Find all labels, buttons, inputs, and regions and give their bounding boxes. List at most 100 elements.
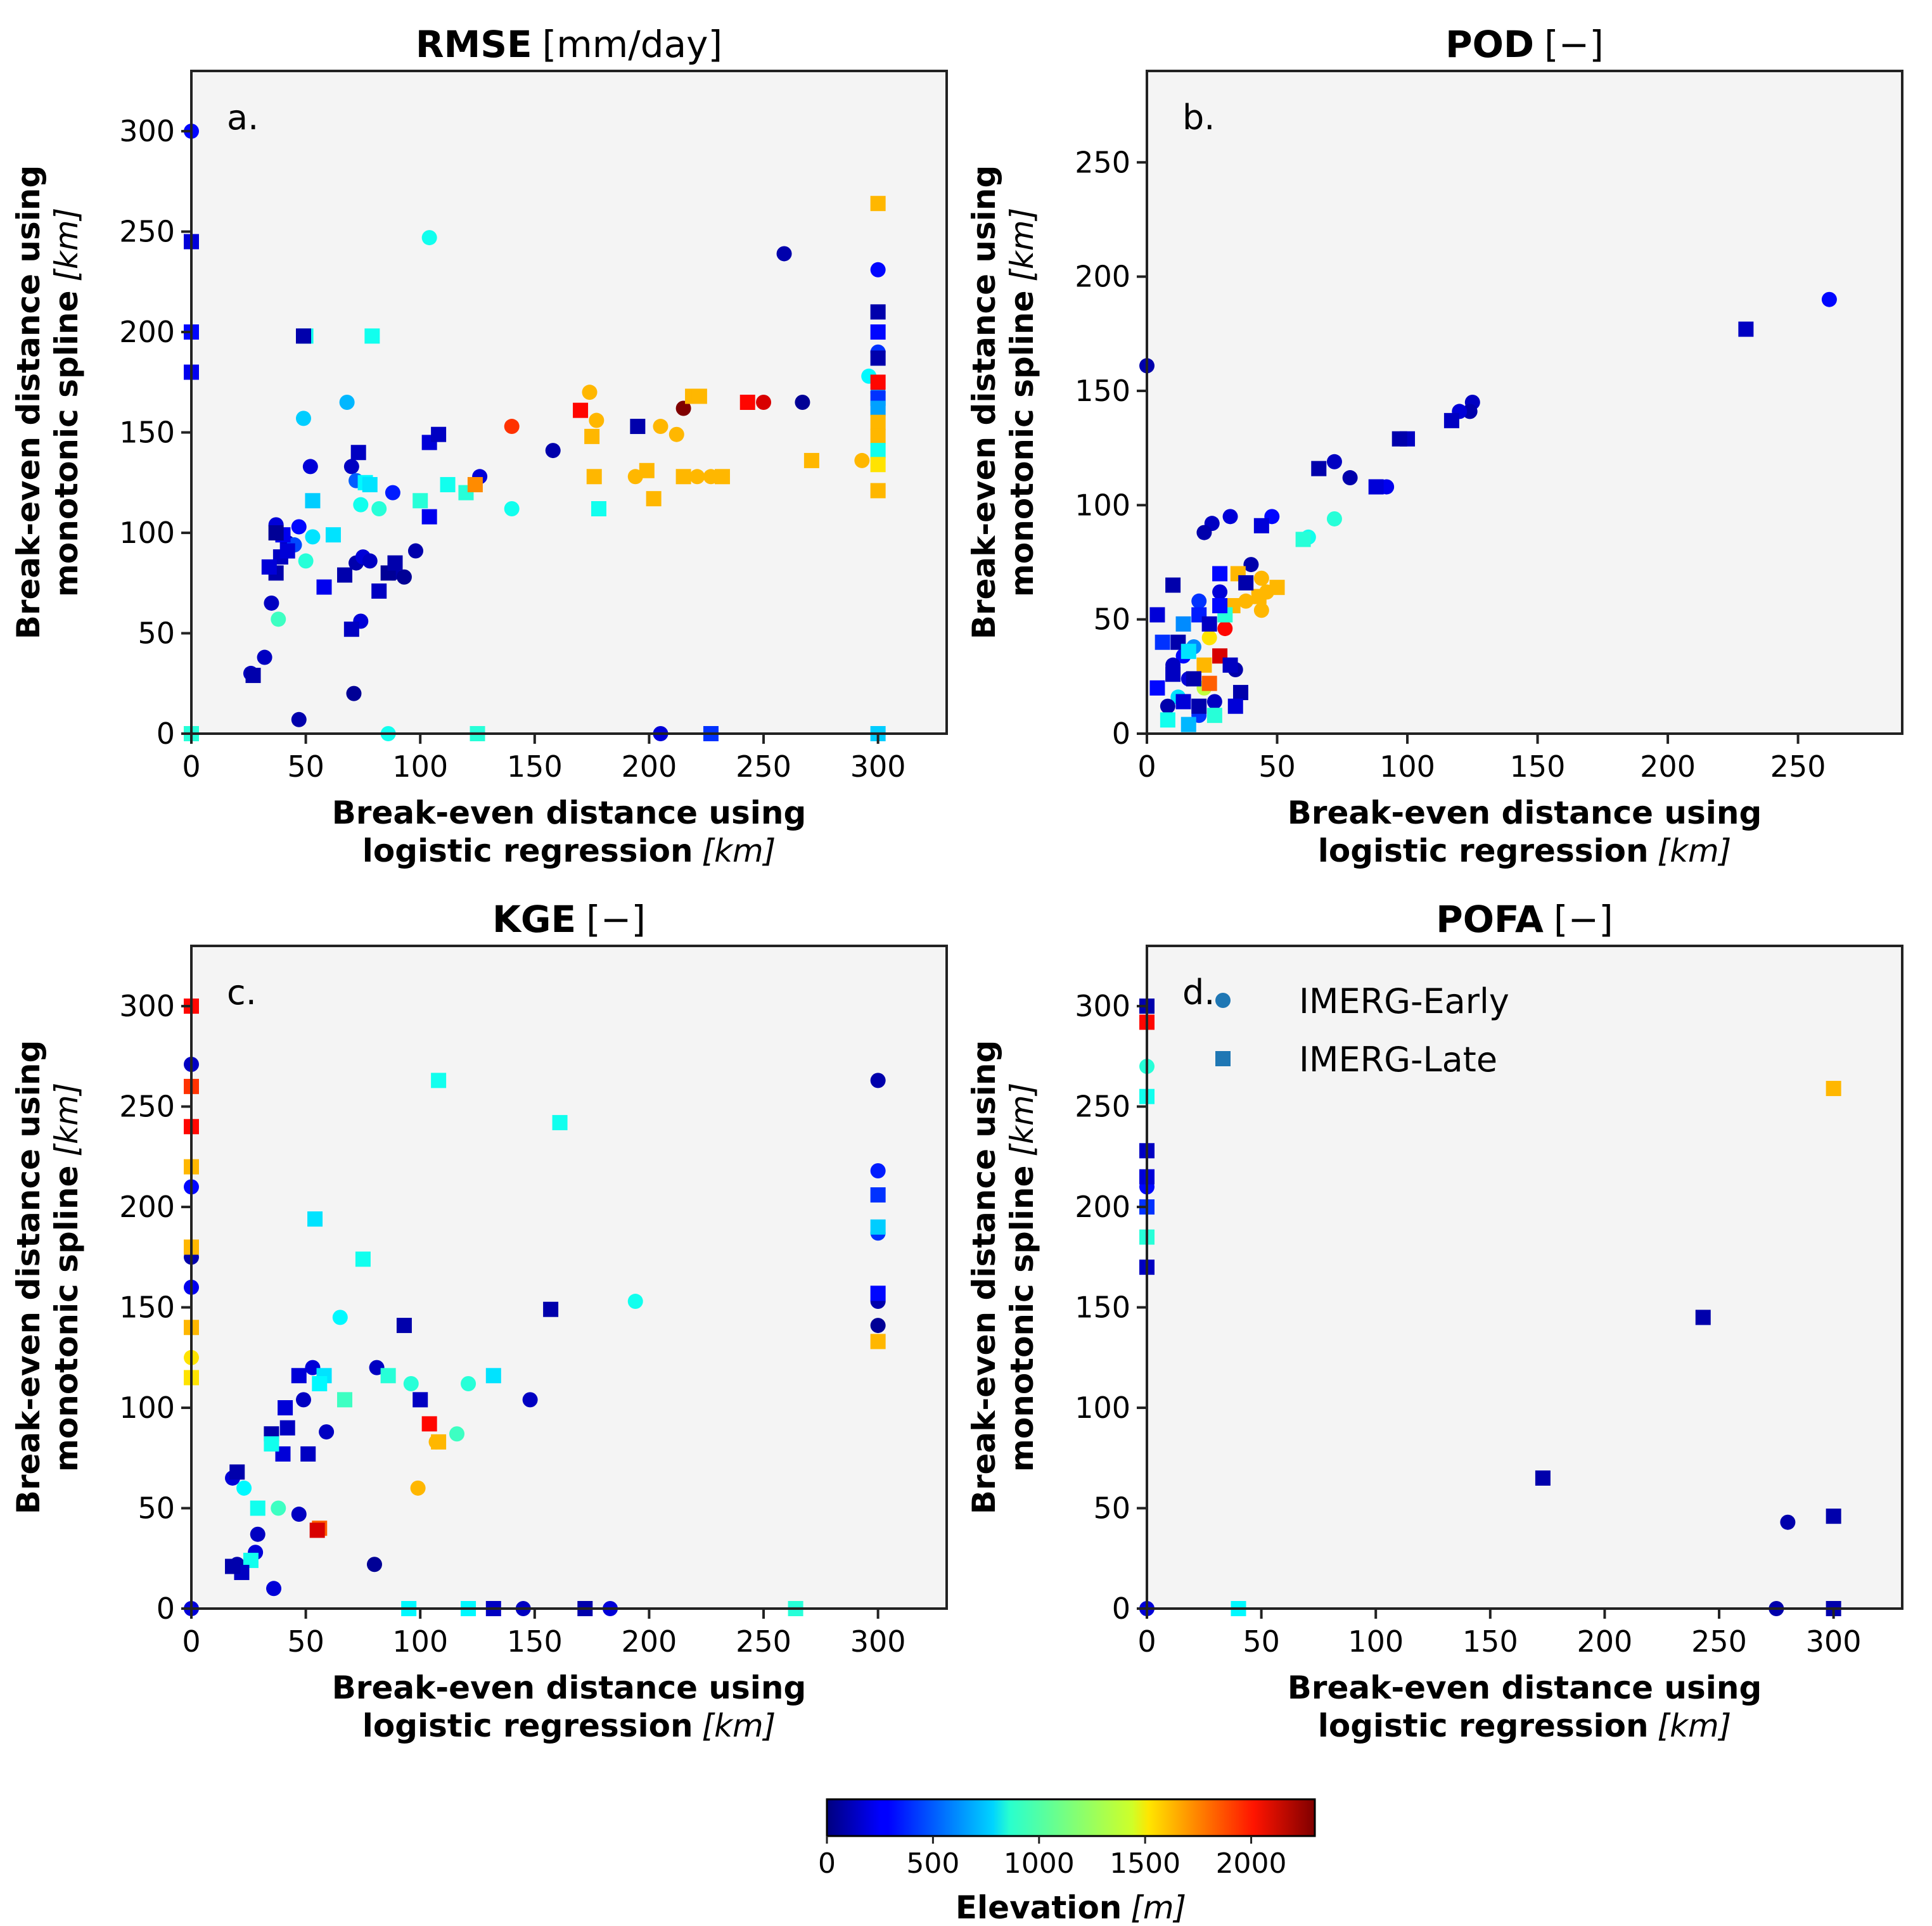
point-late (431, 426, 447, 442)
point-early (582, 385, 598, 400)
point-early (1780, 1514, 1796, 1530)
x-tick-label: 50 (287, 1624, 324, 1659)
legend-marker-late (1215, 1051, 1231, 1066)
point-late (1368, 479, 1384, 495)
y-tick-label: 150 (1075, 1291, 1130, 1325)
y-tick-label: 50 (1093, 603, 1130, 637)
point-late (279, 543, 295, 559)
plot-frame (1146, 945, 1903, 1610)
x-tick-label: 200 (622, 749, 677, 784)
point-early (870, 1073, 886, 1088)
y-axis-label: Break-even distance using (10, 1040, 47, 1515)
point-late (1175, 694, 1191, 710)
point-late (1155, 634, 1170, 650)
y-tick-label: 250 (119, 215, 175, 249)
point-early (1326, 454, 1342, 469)
point-late (1695, 1310, 1711, 1325)
point-late (630, 419, 646, 435)
point-early (385, 485, 400, 501)
point-late (1253, 518, 1269, 533)
plot-frame (1146, 70, 1903, 735)
point-early (319, 1424, 335, 1440)
point-early (1253, 603, 1269, 618)
y-axis-label-line2: monotonic spline[km] (48, 1083, 85, 1472)
point-late (739, 395, 755, 410)
plot-area (191, 946, 947, 1609)
point-late (584, 428, 600, 444)
point-early (305, 1360, 321, 1375)
colorbar-label: Elevation [m] (956, 1889, 1186, 1926)
point-late (870, 324, 886, 340)
x-tick-label: 250 (736, 1624, 791, 1659)
x-axis-label-line2: logistic regression [km] (362, 1707, 776, 1744)
legend: IMERG-Early IMERG-Late (1215, 981, 1509, 1080)
point-late (396, 1318, 412, 1334)
point-early (1243, 557, 1259, 573)
point-late (552, 1114, 568, 1130)
point-late (1826, 1081, 1841, 1097)
point-early (291, 1507, 307, 1522)
point-late (1196, 657, 1212, 673)
point-late (261, 559, 277, 575)
point-late (1238, 575, 1254, 590)
x-tick-label: 250 (1770, 749, 1826, 784)
panel-c: 0 50 100 150 200 250 300 0 50 100 150 200 250 300 KGE[… (10, 898, 948, 1744)
panel-label: d. (1182, 973, 1215, 1012)
point-early (1201, 630, 1217, 646)
y-tick-label: 100 (1075, 488, 1130, 522)
point-early (689, 469, 705, 485)
point-late (1443, 412, 1459, 428)
colorbar-tick-label: 0 (818, 1847, 836, 1880)
point-late (343, 622, 359, 637)
point-early (298, 553, 314, 569)
point-late (278, 1400, 293, 1416)
point-early (1206, 694, 1222, 710)
colorbar-tick-label: 1500 (1110, 1847, 1180, 1880)
point-late (1175, 616, 1191, 632)
y-tick-label: 150 (119, 1291, 175, 1325)
point-late (264, 1436, 279, 1452)
x-tick-label: 200 (1577, 1624, 1633, 1659)
x-tick-label: 50 (1258, 749, 1296, 784)
y-tick-label: 0 (1112, 1591, 1130, 1626)
y-tick-label: 50 (138, 616, 175, 651)
point-late (355, 1251, 371, 1267)
point-early (627, 1294, 643, 1310)
point-early (371, 501, 387, 516)
point-late (421, 1416, 437, 1432)
x-tick-label: 0 (1137, 1624, 1156, 1659)
y-tick-label: 0 (157, 1591, 175, 1626)
panel-title: POD [−] (1445, 23, 1604, 66)
point-early (1238, 593, 1254, 609)
point-early (870, 1318, 886, 1334)
panel-label: a. (227, 98, 259, 137)
point-late (691, 388, 707, 404)
point-late (387, 555, 403, 571)
point-late (440, 476, 456, 492)
point-late (1180, 717, 1196, 732)
point-late (870, 1334, 886, 1349)
point-early (1160, 698, 1175, 714)
point-early (305, 529, 321, 545)
point-early (1191, 593, 1207, 609)
x-axis-label: Break-even distance using (332, 794, 807, 831)
point-late (245, 668, 261, 684)
point-late (586, 469, 602, 485)
markers (184, 124, 886, 741)
point-late (431, 1073, 447, 1088)
point-late (350, 445, 366, 461)
point-late (413, 1392, 428, 1408)
point-early (266, 1581, 282, 1597)
x-axis-label-line2: logistic regression [km] (1318, 1707, 1732, 1744)
y-tick-label: 0 (1112, 717, 1130, 751)
point-late (870, 1285, 886, 1301)
point-early (589, 412, 605, 428)
panel-title: KGE [−] (492, 898, 646, 941)
x-axis-label: Break-even distance using (1288, 794, 1762, 831)
panel-title: RMSE [mm/day] (416, 23, 722, 66)
x-tick-label: 50 (1243, 1624, 1280, 1659)
x-tick-label: 100 (392, 1624, 448, 1659)
markers (1139, 291, 1837, 732)
y-axis-label-line2: monotonic spline[km] (1004, 1083, 1040, 1472)
x-tick-label: 150 (1510, 749, 1566, 784)
